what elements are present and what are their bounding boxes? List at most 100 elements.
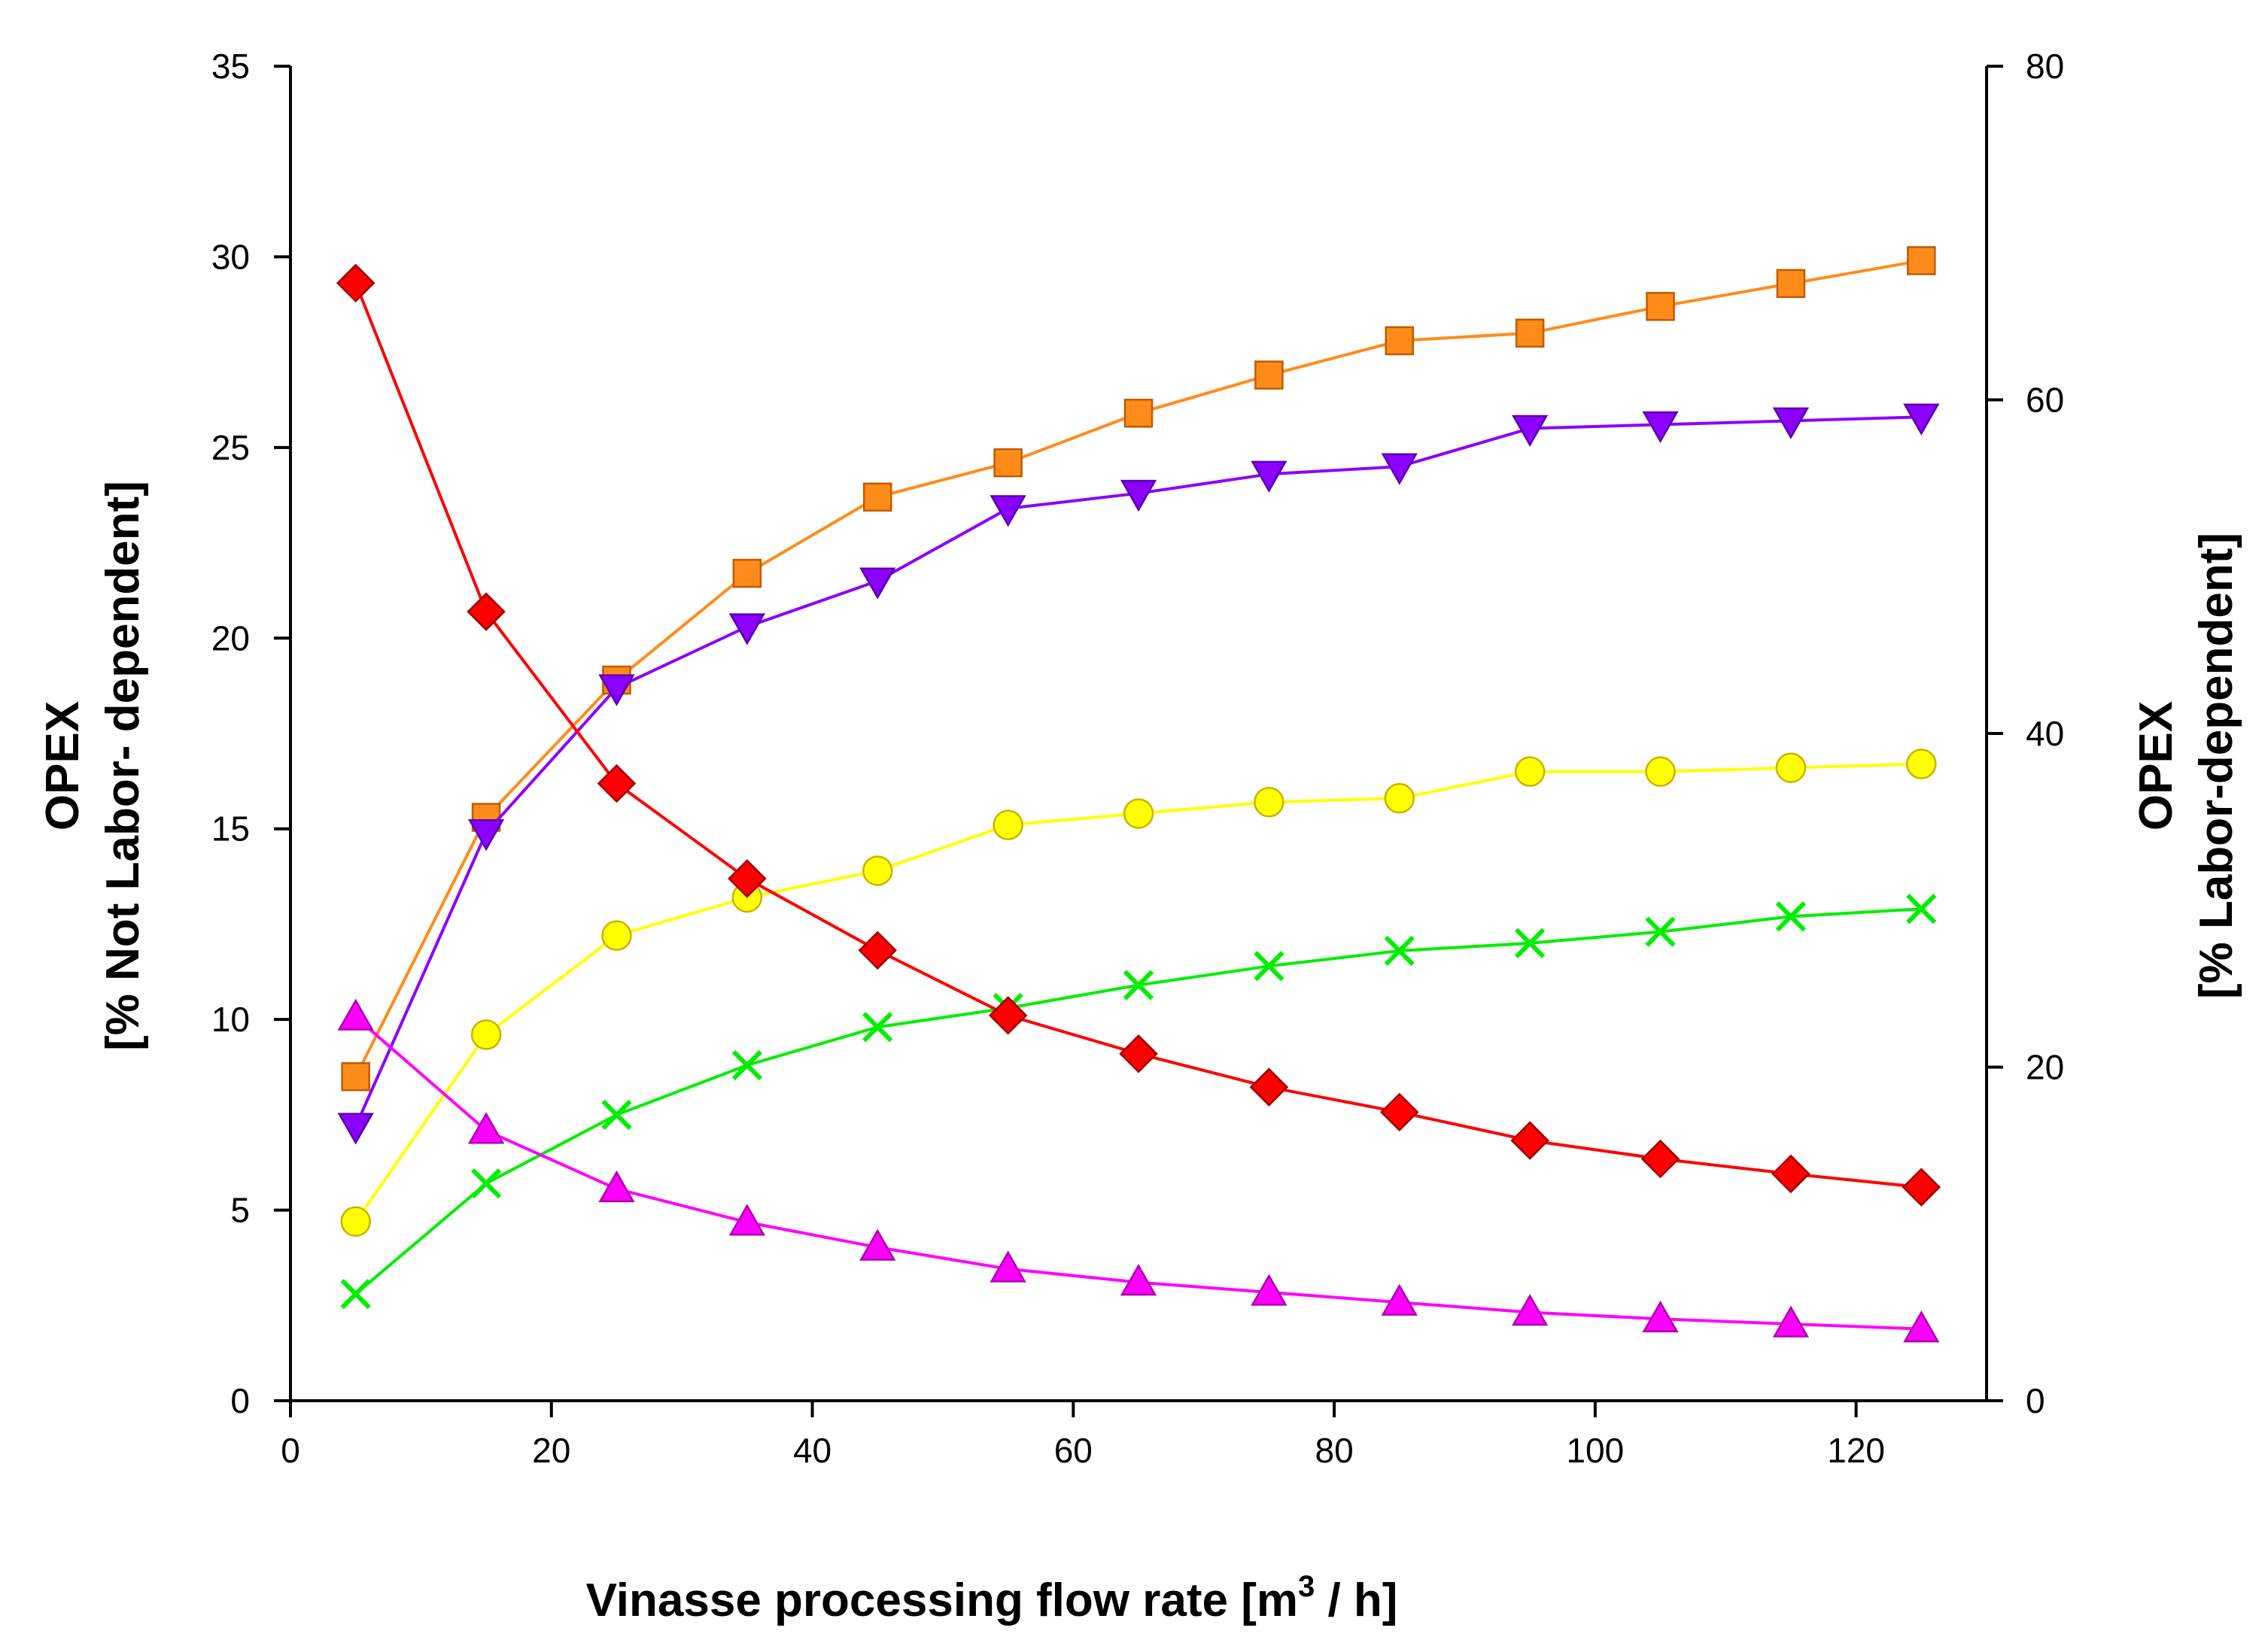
data-point-square — [1123, 398, 1154, 428]
data-point-x — [1384, 935, 1415, 967]
data-point-triangle-up — [1511, 1293, 1549, 1326]
data-point-triangle-down — [337, 1113, 374, 1145]
right-y-tick-label: 0 — [2026, 1381, 2045, 1420]
left-y-tick-label: 25 — [211, 428, 250, 467]
x-tick-label: 100 — [1566, 1431, 1624, 1470]
data-point-square — [1776, 269, 1806, 299]
right-y-tick-label: 20 — [2026, 1048, 2064, 1087]
data-point-diamond — [597, 764, 637, 803]
series-layer — [336, 246, 1941, 1343]
data-point-triangle-down — [467, 819, 505, 852]
series-purple-down-triangles — [337, 403, 1940, 1145]
data-point-diamond — [988, 995, 1028, 1035]
left-y-tick-label: 35 — [211, 47, 250, 86]
left-y-tick-label: 30 — [211, 237, 250, 276]
series-red-diamonds — [336, 263, 1941, 1207]
x-tick-label: 80 — [1315, 1431, 1353, 1470]
data-point-x — [1515, 928, 1546, 958]
data-point-square — [1907, 246, 1936, 275]
data-point-triangle-down — [1381, 453, 1418, 485]
data-point-x — [1645, 916, 1676, 947]
data-point-circle — [1775, 752, 1807, 783]
titles-layer: Vinasse processing flow rate [m3 / h] OP… — [37, 481, 2242, 1626]
data-point-x — [731, 1049, 762, 1081]
data-point-x — [601, 1099, 632, 1130]
data-point-diamond — [336, 263, 375, 303]
x-tick-label: 20 — [532, 1431, 570, 1470]
x-axis-title: Vinasse processing flow rate [m3 / h] — [586, 1570, 1398, 1626]
data-point-circle — [1645, 756, 1676, 787]
data-point-triangle-up — [337, 998, 374, 1031]
data-point-diamond — [1249, 1067, 1289, 1107]
data-point-triangle-down — [859, 567, 896, 600]
data-point-triangle-up — [990, 1250, 1026, 1283]
data-point-circle — [1123, 798, 1154, 829]
series-magenta-triangles — [337, 998, 1940, 1343]
right-y-tick-label: 40 — [2026, 714, 2064, 753]
left-y-tick-label: 10 — [211, 1000, 250, 1039]
data-point-triangle-down — [598, 674, 635, 706]
data-point-diamond — [1640, 1139, 1680, 1179]
left-y-tick-label: 20 — [211, 618, 250, 657]
x-tick-label: 40 — [793, 1431, 831, 1470]
data-point-x — [340, 1278, 371, 1310]
left-y-tick-label: 5 — [230, 1191, 250, 1230]
data-point-triangle-down — [1511, 415, 1549, 448]
right-y-tick-label: 60 — [2026, 381, 2064, 420]
data-point-triangle-up — [728, 1204, 766, 1236]
x-axis-title-suffix: / h] — [1315, 1575, 1397, 1626]
data-point-circle — [1384, 782, 1415, 814]
data-point-square — [1254, 360, 1284, 390]
data-point-x — [1123, 970, 1154, 1001]
x-axis-title-prefix: Vinasse processing flow rate [m — [586, 1575, 1298, 1626]
data-point-triangle-up — [1642, 1300, 1679, 1333]
left-y-axis-title-line1: OPEX — [37, 701, 89, 831]
data-point-diamond — [1119, 1034, 1158, 1074]
data-point-circle — [993, 809, 1023, 840]
data-point-x — [470, 1168, 502, 1199]
data-point-triangle-up — [1251, 1274, 1288, 1306]
data-point-triangle-up — [598, 1170, 635, 1203]
x-tick-label: 60 — [1054, 1431, 1093, 1470]
data-point-circle — [1514, 756, 1546, 787]
data-point-x — [1254, 951, 1284, 982]
data-point-diamond — [1902, 1168, 1941, 1207]
data-point-triangle-down — [990, 495, 1026, 527]
data-point-x — [1906, 894, 1937, 925]
series-line — [354, 907, 1922, 1295]
data-point-circle — [1254, 786, 1284, 818]
series-green-crosses — [340, 894, 1937, 1310]
data-point-diamond — [1380, 1092, 1419, 1132]
x-axis-title-superscript: 3 — [1298, 1570, 1315, 1603]
data-point-triangle-up — [1772, 1305, 1810, 1338]
data-point-x — [1775, 901, 1807, 932]
data-point-diamond — [467, 592, 506, 631]
data-point-circle — [470, 1019, 502, 1050]
right-y-axis-title-line2: [% Labor-dependent] — [2190, 533, 2242, 999]
data-point-triangle-down — [1120, 479, 1157, 512]
data-point-triangle-down — [728, 613, 766, 645]
data-point-x — [862, 1012, 893, 1043]
right-y-tick-label: 80 — [2026, 47, 2064, 86]
left-y-tick-label: 0 — [230, 1381, 250, 1420]
data-point-triangle-down — [1903, 403, 1940, 436]
data-point-circle — [862, 855, 893, 886]
data-point-circle — [1906, 749, 1937, 779]
data-point-square — [1646, 292, 1675, 321]
data-point-triangle-down — [1772, 407, 1810, 439]
x-tick-label: 0 — [281, 1431, 300, 1470]
left-y-axis-title-line2: [% Not Labor- dependent] — [97, 481, 149, 1051]
data-point-diamond — [858, 931, 897, 970]
data-point-triangle-down — [1642, 411, 1679, 443]
axes-layer: 0 20 40 60 80 100 120 0 5 10 15 20 25 30 35 0 20 40 60 80 — [211, 47, 2064, 1470]
data-point-diamond — [1771, 1154, 1810, 1194]
data-point-square — [1385, 326, 1415, 356]
data-point-triangle-up — [1381, 1283, 1418, 1316]
data-point-square — [862, 482, 892, 512]
x-tick-label: 120 — [1827, 1431, 1885, 1470]
data-point-diamond — [1510, 1121, 1549, 1160]
data-point-triangle-down — [1251, 460, 1288, 493]
data-point-square — [1515, 318, 1545, 348]
